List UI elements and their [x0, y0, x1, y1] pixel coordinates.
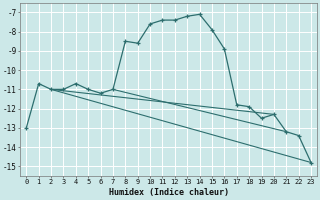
- X-axis label: Humidex (Indice chaleur): Humidex (Indice chaleur): [109, 188, 229, 197]
